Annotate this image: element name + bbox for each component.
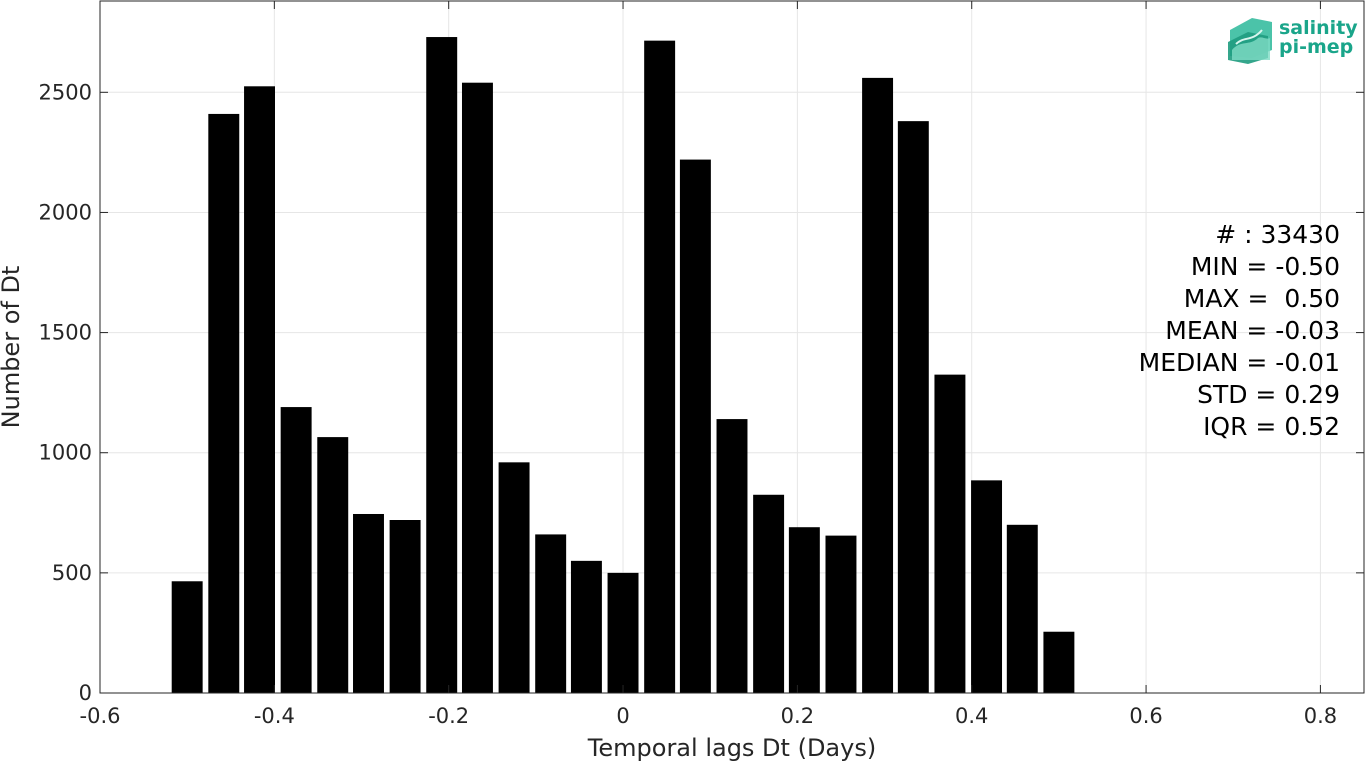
histogram-bar	[353, 513, 384, 693]
histogram-bar	[644, 40, 676, 694]
histogram-bar	[971, 480, 1003, 693]
x-tick-label: 0	[616, 704, 629, 728]
x-tick-label: -0.2	[428, 704, 469, 728]
y-tick-label: 2000	[39, 200, 92, 224]
histogram-bar	[280, 407, 312, 693]
histogram-bar	[498, 462, 530, 693]
stat-line: MEAN = -0.03	[1165, 316, 1340, 345]
histogram-bar	[570, 560, 602, 693]
histogram-bar	[862, 77, 894, 693]
y-tick-label: 1000	[39, 441, 92, 465]
y-tick-label: 2500	[39, 80, 92, 104]
y-axis-ticks: 0 500 1000 1500 2000 2500	[39, 80, 1364, 705]
logo-text-pi-mep: pi-mep	[1279, 36, 1353, 58]
histogram-bar	[535, 534, 567, 693]
stats-annotation: # : 33430 MIN = -0.50 MAX = 0.50 MEAN = -0.…	[1139, 220, 1340, 441]
logo-text-salinity: salinity	[1279, 17, 1358, 39]
y-tick-label: 500	[52, 561, 92, 585]
x-tick-label: 0.8	[1304, 704, 1337, 728]
x-tick-label: 0.6	[1129, 704, 1162, 728]
y-tick-label: 0	[79, 681, 92, 705]
y-axis-label: Number of Dt	[0, 266, 25, 429]
stat-line: # : 33430	[1215, 220, 1340, 249]
stat-line: MAX = 0.50	[1184, 284, 1340, 313]
salinity-pi-mep-logo: salinity pi-mep	[1228, 17, 1358, 64]
histogram-bar	[679, 159, 711, 694]
histogram-bar	[897, 121, 929, 693]
histogram-bar	[389, 520, 421, 693]
stat-line: STD = 0.29	[1197, 380, 1340, 409]
x-tick-label: -0.4	[254, 704, 295, 728]
histogram-bar	[788, 527, 820, 693]
histogram-bar	[208, 113, 240, 694]
histogram-bar	[1006, 524, 1038, 693]
histogram-bar	[461, 82, 493, 693]
x-tick-label: 0.4	[955, 704, 988, 728]
stat-line: IQR = 0.52	[1203, 412, 1340, 441]
histogram-bar	[934, 374, 966, 693]
stat-line: MIN = -0.50	[1191, 252, 1340, 281]
x-tick-label: 0.2	[781, 704, 814, 728]
plot-frame	[99, 0, 1365, 694]
wave-logo-icon	[1228, 18, 1272, 64]
bars	[171, 37, 1075, 694]
histogram-bar	[716, 419, 748, 693]
histogram-bar	[171, 581, 203, 693]
x-tick-label: -0.6	[80, 704, 121, 728]
histogram-bar	[317, 437, 349, 693]
histogram-bar	[825, 535, 857, 693]
histogram-bar	[244, 86, 275, 694]
x-axis-label: Temporal lags Dt (Days)	[587, 734, 876, 762]
stat-line: MEDIAN = -0.01	[1139, 348, 1340, 377]
histogram-bar	[1043, 631, 1075, 693]
histogram-bar	[426, 37, 458, 693]
y-tick-label: 1500	[39, 321, 92, 345]
x-axis-ticks: -0.6 -0.4 -0.2 0 0.2 0.4 0.6 0.8	[80, 1, 1337, 728]
histogram-bar	[753, 494, 785, 693]
histogram-bar	[607, 572, 639, 693]
